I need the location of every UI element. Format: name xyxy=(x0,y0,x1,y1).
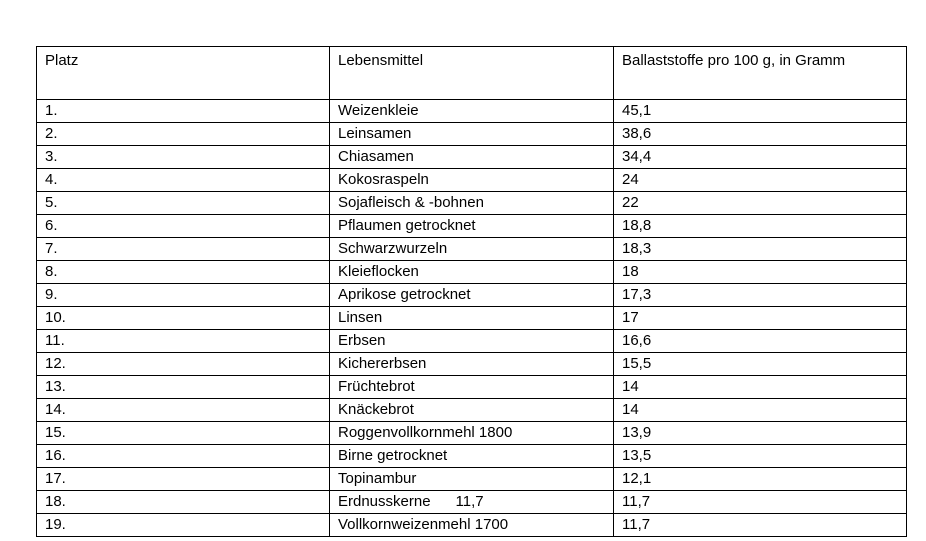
cell-platz: 8. xyxy=(36,260,330,284)
table-row: 3. Chiasamen 34,4 xyxy=(36,145,907,169)
cell-ballaststoffe: 24 xyxy=(613,168,907,192)
cell-ballaststoffe: 18,8 xyxy=(613,214,907,238)
column-header-lebensmittel: Lebensmittel xyxy=(329,46,614,100)
cell-lebensmittel: Schwarzwurzeln xyxy=(329,237,614,261)
cell-lebensmittel: Leinsamen xyxy=(329,122,614,146)
cell-platz: 14. xyxy=(36,398,330,422)
table-row: 16. Birne getrocknet 13,5 xyxy=(36,444,907,468)
table-row: 4. Kokosraspeln 24 xyxy=(36,168,907,192)
cell-lebensmittel: Kleieflocken xyxy=(329,260,614,284)
cell-ballaststoffe: 13,5 xyxy=(613,444,907,468)
cell-platz: 7. xyxy=(36,237,330,261)
table-row: 6. Pflaumen getrocknet 18,8 xyxy=(36,214,907,238)
table-row: 13. Früchtebrot 14 xyxy=(36,375,907,399)
cell-platz: 1. xyxy=(36,99,330,123)
cell-ballaststoffe: 18 xyxy=(613,260,907,284)
column-header-ballaststoffe: Ballaststoffe pro 100 g, in Gramm xyxy=(613,46,907,100)
cell-platz: 17. xyxy=(36,467,330,491)
cell-ballaststoffe: 17,3 xyxy=(613,283,907,307)
cell-platz: 19. xyxy=(36,513,330,537)
table-row: 8. Kleieflocken 18 xyxy=(36,260,907,284)
cell-lebensmittel: Chiasamen xyxy=(329,145,614,169)
cell-lebensmittel: Früchtebrot xyxy=(329,375,614,399)
table-row: 15. Roggenvollkornmehl 1800 13,9 xyxy=(36,421,907,445)
cell-platz: 5. xyxy=(36,191,330,215)
cell-lebensmittel: Roggenvollkornmehl 1800 xyxy=(329,421,614,445)
table-body: 1. Weizenkleie 45,1 2. Leinsamen 38,6 3. Chiasa… xyxy=(36,99,907,537)
cell-ballaststoffe: 14 xyxy=(613,398,907,422)
cell-lebensmittel: Weizenkleie xyxy=(329,99,614,123)
cell-ballaststoffe: 38,6 xyxy=(613,122,907,146)
cell-ballaststoffe: 14 xyxy=(613,375,907,399)
table-row: 19. Vollkornweizenmehl 1700 11,7 xyxy=(36,513,907,537)
cell-platz: 4. xyxy=(36,168,330,192)
cell-platz: 9. xyxy=(36,283,330,307)
cell-ballaststoffe: 18,3 xyxy=(613,237,907,261)
cell-lebensmittel: Sojafleisch & -bohnen xyxy=(329,191,614,215)
cell-lebensmittel: Vollkornweizenmehl 1700 xyxy=(329,513,614,537)
table-row: 1. Weizenkleie 45,1 xyxy=(36,99,907,123)
cell-ballaststoffe: 13,9 xyxy=(613,421,907,445)
cell-lebensmittel: Pflaumen getrocknet xyxy=(329,214,614,238)
cell-platz: 11. xyxy=(36,329,330,353)
table-row: 5. Sojafleisch & -bohnen 22 xyxy=(36,191,907,215)
cell-platz: 12. xyxy=(36,352,330,376)
cell-lebensmittel: Aprikose getrocknet xyxy=(329,283,614,307)
cell-lebensmittel: Erbsen xyxy=(329,329,614,353)
table-row: 7. Schwarzwurzeln 18,3 xyxy=(36,237,907,261)
column-header-platz: Platz xyxy=(36,46,330,100)
table-row: 14. Knäckebrot 14 xyxy=(36,398,907,422)
cell-lebensmittel: Erdnusskerne 11,7 xyxy=(329,490,614,514)
cell-ballaststoffe: 22 xyxy=(613,191,907,215)
cell-lebensmittel: Topinambur xyxy=(329,467,614,491)
cell-platz: 2. xyxy=(36,122,330,146)
cell-ballaststoffe: 12,1 xyxy=(613,467,907,491)
cell-ballaststoffe: 15,5 xyxy=(613,352,907,376)
cell-lebensmittel: Birne getrocknet xyxy=(329,444,614,468)
cell-platz: 15. xyxy=(36,421,330,445)
table-row: 10. Linsen 17 xyxy=(36,306,907,330)
cell-ballaststoffe: 45,1 xyxy=(613,99,907,123)
cell-platz: 10. xyxy=(36,306,330,330)
table-row: 12. Kichererbsen 15,5 xyxy=(36,352,907,376)
cell-ballaststoffe: 11,7 xyxy=(613,490,907,514)
cell-ballaststoffe: 34,4 xyxy=(613,145,907,169)
cell-ballaststoffe: 16,6 xyxy=(613,329,907,353)
table-row: 9. Aprikose getrocknet 17,3 xyxy=(36,283,907,307)
header-row: Platz Lebensmittel Ballaststoffe pro 100… xyxy=(36,46,907,100)
cell-platz: 16. xyxy=(36,444,330,468)
cell-platz: 18. xyxy=(36,490,330,514)
cell-platz: 3. xyxy=(36,145,330,169)
cell-lebensmittel: Linsen xyxy=(329,306,614,330)
cell-lebensmittel: Kichererbsen xyxy=(329,352,614,376)
cell-platz: 6. xyxy=(36,214,330,238)
table-row: 11. Erbsen 16,6 xyxy=(36,329,907,353)
cell-lebensmittel: Knäckebrot xyxy=(329,398,614,422)
fiber-table: Platz Lebensmittel Ballaststoffe pro 100… xyxy=(36,46,907,537)
cell-ballaststoffe: 11,7 xyxy=(613,513,907,537)
table-row: 17. Topinambur 12,1 xyxy=(36,467,907,491)
cell-lebensmittel: Kokosraspeln xyxy=(329,168,614,192)
table-row: 2. Leinsamen 38,6 xyxy=(36,122,907,146)
cell-platz: 13. xyxy=(36,375,330,399)
cell-ballaststoffe: 17 xyxy=(613,306,907,330)
table-row: 18. Erdnusskerne 11,7 11,7 xyxy=(36,490,907,514)
